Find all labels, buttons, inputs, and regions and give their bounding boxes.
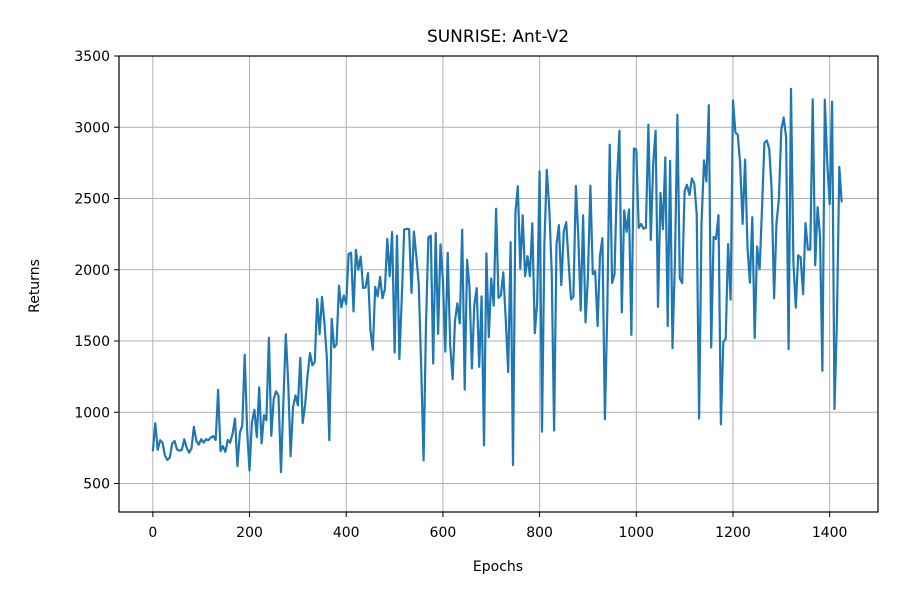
ticks: 0 200 400 600 800 1000 1200 1400 500 1000 1500 2000… [74, 49, 847, 541]
x-tick-label: 600 [430, 525, 457, 541]
x-axis-label: Epochs [473, 559, 523, 575]
x-tick-label: 400 [333, 525, 360, 541]
x-tick-label: 0 [148, 525, 157, 541]
x-tick-label: 200 [236, 525, 263, 541]
plot-frame [118, 55, 879, 513]
y-tick-label: 2500 [74, 192, 110, 208]
y-tick-label: 3000 [74, 120, 110, 136]
y-tick-label: 500 [83, 477, 110, 493]
y-tick-label: 1000 [74, 405, 110, 421]
y-axis-label: Returns [27, 259, 43, 313]
x-tick-label: 1400 [812, 525, 848, 541]
y-tick-label: 1500 [74, 334, 110, 350]
chart-title: SUNRISE: Ant-V2 [427, 27, 569, 47]
x-tick-label: 800 [526, 525, 553, 541]
y-tick-label: 3500 [74, 49, 110, 65]
x-tick-label: 1000 [618, 525, 654, 541]
x-tick-label: 1200 [715, 525, 751, 541]
y-tick-label: 2000 [74, 263, 110, 279]
series-line-returns [151, 87, 843, 474]
series-layer [151, 87, 843, 474]
